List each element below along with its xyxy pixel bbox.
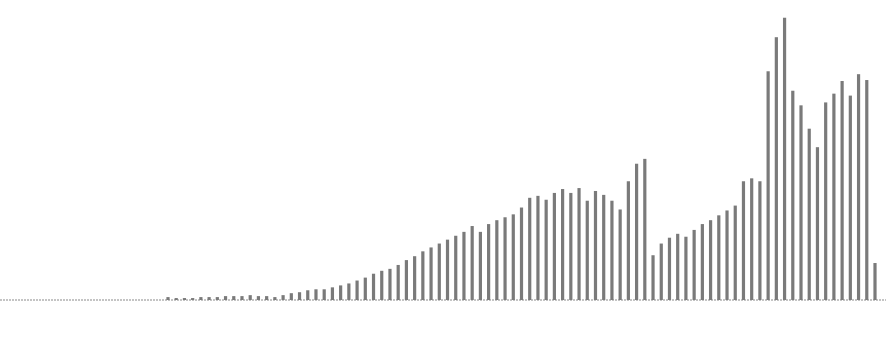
bar [667,237,672,300]
bar [659,243,663,300]
bar [174,298,178,300]
bar [725,210,729,300]
bar [503,217,507,300]
bar [634,163,639,300]
bar [528,197,532,300]
bar [297,292,302,300]
bar [577,188,581,300]
bar [207,297,211,300]
bar [733,205,737,300]
bar [511,214,515,300]
bar [774,37,778,300]
bar [552,192,556,300]
bar [470,226,474,300]
bar [166,297,170,300]
bar [569,192,573,300]
bar [593,190,598,300]
bar [413,256,417,300]
bar [766,71,770,301]
bar [281,295,285,300]
bar [741,181,746,300]
bar [339,285,343,300]
bar [700,224,704,300]
bar [396,264,400,300]
bar [437,243,441,300]
bar [429,247,433,300]
bar [495,220,499,300]
bar [454,235,458,300]
bar [232,296,236,300]
bar [585,200,589,300]
bar [717,215,721,300]
bar [643,158,647,300]
bar [191,298,195,300]
bar [240,296,244,300]
bar [651,255,655,300]
bar [388,268,392,300]
bar [330,287,335,300]
bar [347,283,351,300]
bar [322,289,326,300]
bar [380,270,384,300]
bar [544,199,548,300]
bar [561,189,565,300]
bar [182,298,187,300]
bar [306,290,310,300]
bar [684,236,688,300]
bar [478,231,482,300]
bar [487,224,491,300]
bar [273,297,277,300]
bar [314,289,318,300]
bar [445,239,450,300]
bar [421,251,425,300]
bar [873,263,877,300]
bar [626,181,630,300]
bar [618,209,622,300]
bar [799,105,803,300]
bar [807,128,811,300]
bar [462,231,466,300]
bar [708,220,713,300]
bar [289,293,293,300]
bar [256,296,261,300]
bar [692,229,696,300]
bar [750,178,754,300]
bar [248,295,252,300]
bar [371,273,376,300]
bar [363,277,367,300]
bar [791,90,795,300]
bar [815,147,820,300]
bar [676,233,680,300]
bar [536,195,540,300]
bar [215,297,219,300]
bar [832,93,836,300]
bar [602,194,606,300]
bar [199,297,203,300]
bar [848,95,852,300]
bar [265,296,269,300]
bar [856,74,861,300]
bar [355,280,359,300]
bar [758,181,762,300]
bar [782,17,787,300]
bar [519,207,524,300]
bar [223,296,228,300]
bar [865,80,869,300]
bar [610,200,614,300]
bar [824,102,828,300]
bar [840,81,844,300]
bar [404,260,409,300]
